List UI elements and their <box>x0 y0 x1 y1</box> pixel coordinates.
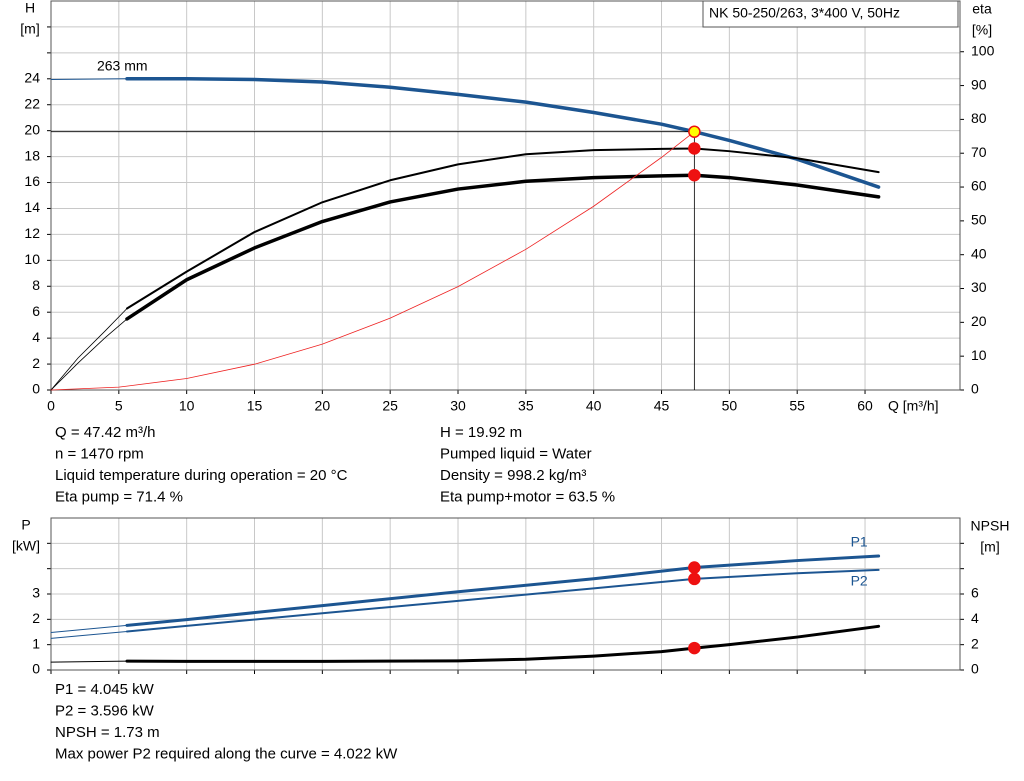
y-tick-label: 2 <box>32 355 40 371</box>
y-tick-label: 20 <box>24 121 40 137</box>
y2-tick-label: 10 <box>971 347 987 363</box>
y2-axis-label: NPSH <box>971 518 1010 534</box>
x-tick-label: 20 <box>315 398 331 414</box>
y-tick-label: 12 <box>24 225 40 241</box>
x-tick-label: 10 <box>179 398 195 414</box>
x-tick-label: 40 <box>586 398 602 414</box>
operating-point <box>688 572 701 586</box>
y-tick-label: 16 <box>24 173 40 189</box>
x-tick-label: 35 <box>518 398 534 414</box>
y2-tick-label: 2 <box>971 635 979 651</box>
info-text: Pumped liquid = Water <box>440 445 592 462</box>
info-text: P1 = 4.045 kW <box>55 681 155 698</box>
curve <box>50 131 695 391</box>
plot-frame <box>50 0 961 391</box>
y-tick-label: 24 <box>24 70 40 86</box>
y2-tick-label: 100 <box>971 42 995 58</box>
y2-tick-label: 20 <box>971 313 987 329</box>
y2-tick-label: 40 <box>971 245 987 261</box>
x-tick-label: 55 <box>789 398 805 414</box>
y2-tick-label: 6 <box>971 585 979 601</box>
operating-point <box>688 561 701 574</box>
y2-tick-label: 50 <box>971 212 987 228</box>
y2-tick-label: 0 <box>971 661 979 677</box>
curve-label: 263 mm <box>97 58 148 74</box>
y-axis-label: [kW] <box>12 538 40 554</box>
y-tick-label: 18 <box>24 147 40 163</box>
curve <box>50 318 128 391</box>
x-tick-label: 15 <box>247 398 263 414</box>
x-tick-label: 45 <box>654 398 670 414</box>
y2-tick-label: 60 <box>971 178 987 194</box>
y-tick-label: 2 <box>32 610 40 626</box>
plot-frame <box>50 517 961 671</box>
curve <box>50 78 128 80</box>
curve-label: P2 <box>851 573 868 589</box>
curve <box>50 308 128 391</box>
y-tick-label: 0 <box>32 381 40 397</box>
curve <box>125 568 880 633</box>
x-tick-label: 30 <box>450 398 466 414</box>
y2-tick-label: 0 <box>971 381 979 397</box>
operating-point <box>688 142 701 155</box>
x-tick-label: 25 <box>382 398 398 414</box>
y-axis-label: H <box>25 0 35 16</box>
curve-label: P1 <box>851 534 868 550</box>
y-axis-label: P <box>21 517 30 533</box>
chart-title: NK 50-250/263, 3*400 V, 50Hz <box>709 5 900 21</box>
y-tick-label: 8 <box>32 277 40 293</box>
curve <box>125 147 880 310</box>
info-text: Density = 998.2 kg/m³ <box>440 467 586 484</box>
y-tick-label: 0 <box>32 661 40 677</box>
curve <box>125 173 881 321</box>
y2-tick-label: 80 <box>971 110 987 126</box>
y-tick-label: 22 <box>24 95 40 111</box>
y-tick-label: 3 <box>32 585 40 601</box>
x-axis-label: Q [m³/h] <box>888 398 939 414</box>
x-tick-label: 5 <box>115 398 123 414</box>
operating-point <box>688 641 701 655</box>
y2-axis-label: [m] <box>980 539 999 555</box>
curve <box>50 660 128 663</box>
info-text: P2 = 3.596 kW <box>55 702 155 719</box>
x-tick-label: 0 <box>47 398 55 414</box>
y-tick-label: 6 <box>32 303 40 319</box>
info-text: H = 19.92 m <box>440 424 522 441</box>
curve <box>50 624 128 634</box>
info-text: Q = 47.42 m³/h <box>55 424 155 441</box>
y2-tick-label: 30 <box>971 279 987 295</box>
info-text: Eta pump = 71.4 % <box>55 488 183 505</box>
info-text: NPSH = 1.73 m <box>55 724 160 741</box>
curve <box>125 77 881 189</box>
info-text: Liquid temperature during operation = 20… <box>55 467 348 484</box>
y2-tick-label: 90 <box>971 76 987 92</box>
operating-point <box>688 125 701 138</box>
info-text: Eta pump+motor = 63.5 % <box>440 488 615 505</box>
x-tick-label: 60 <box>857 398 873 414</box>
y-tick-label: 1 <box>32 635 40 651</box>
curve <box>125 554 881 627</box>
y-tick-label: 4 <box>32 329 40 345</box>
y-axis-label: [m] <box>20 21 39 37</box>
info-text: Max power P2 required along the curve = … <box>55 745 398 762</box>
operating-point <box>688 168 701 182</box>
y2-axis-label: eta <box>972 1 992 17</box>
y2-axis-label: [%] <box>972 22 992 38</box>
y2-tick-label: 4 <box>971 610 979 626</box>
curve <box>125 624 881 663</box>
y-tick-label: 14 <box>24 199 40 215</box>
y-tick-label: 10 <box>24 251 40 267</box>
title-box <box>702 0 959 28</box>
info-text: n = 1470 rpm <box>55 445 144 462</box>
x-tick-label: 50 <box>722 398 738 414</box>
curve <box>50 630 128 639</box>
y2-tick-label: 70 <box>971 144 987 160</box>
